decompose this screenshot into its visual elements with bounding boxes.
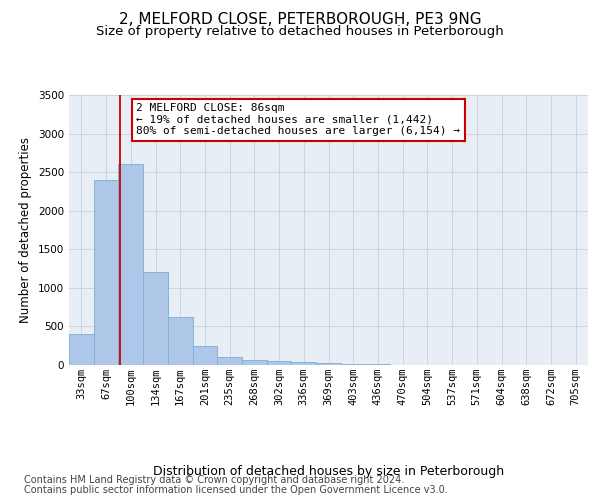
Bar bbox=[292, 362, 316, 365]
Text: Distribution of detached houses by size in Peterborough: Distribution of detached houses by size … bbox=[153, 464, 505, 477]
Text: Size of property relative to detached houses in Peterborough: Size of property relative to detached ho… bbox=[96, 25, 504, 38]
Bar bbox=[365, 364, 390, 365]
Text: 2 MELFORD CLOSE: 86sqm
← 19% of detached houses are smaller (1,442)
80% of semi-: 2 MELFORD CLOSE: 86sqm ← 19% of detached… bbox=[136, 103, 460, 136]
Bar bbox=[341, 364, 365, 365]
Bar bbox=[267, 361, 292, 365]
Text: Contains HM Land Registry data © Crown copyright and database right 2024.: Contains HM Land Registry data © Crown c… bbox=[24, 475, 404, 485]
Bar bbox=[118, 164, 143, 365]
Bar bbox=[168, 317, 193, 365]
Bar bbox=[242, 360, 267, 365]
Bar bbox=[69, 334, 94, 365]
Text: Contains public sector information licensed under the Open Government Licence v3: Contains public sector information licen… bbox=[24, 485, 448, 495]
Bar bbox=[217, 358, 242, 365]
Bar bbox=[316, 364, 341, 365]
Text: 2, MELFORD CLOSE, PETERBOROUGH, PE3 9NG: 2, MELFORD CLOSE, PETERBOROUGH, PE3 9NG bbox=[119, 12, 481, 28]
Y-axis label: Number of detached properties: Number of detached properties bbox=[19, 137, 32, 323]
Bar bbox=[193, 346, 217, 365]
Bar bbox=[143, 272, 168, 365]
Bar bbox=[94, 180, 118, 365]
